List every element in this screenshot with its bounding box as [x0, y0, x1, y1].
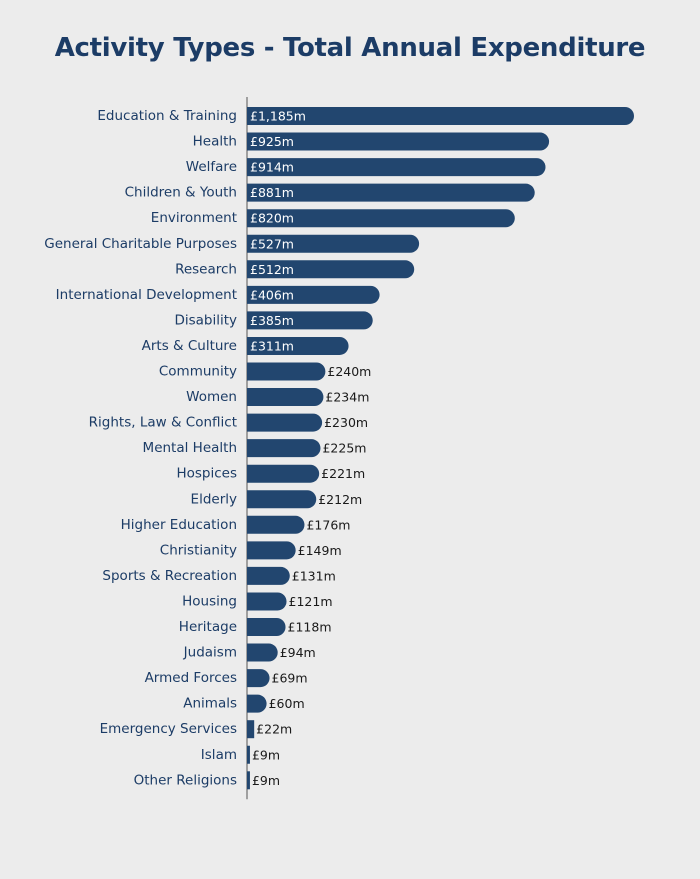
category-label: Armed Forces: [145, 670, 237, 686]
bar: [247, 694, 267, 713]
bar: [247, 260, 415, 279]
bar: [247, 336, 349, 355]
category-label: Health: [193, 134, 237, 150]
bar: [247, 745, 250, 764]
bar-value-label: £385m: [250, 313, 294, 328]
bar-value-label: £118m: [288, 620, 332, 635]
bar: [247, 643, 278, 662]
category-label: Children & Youth: [125, 185, 237, 201]
category-label: Mental Health: [143, 440, 237, 456]
category-label: Judaism: [183, 645, 237, 661]
category-label: Disability: [174, 312, 237, 328]
category-label: International Development: [56, 287, 237, 303]
category-label: Arts & Culture: [142, 338, 237, 354]
bar-value-label: £131m: [292, 568, 336, 583]
category-label: Sports & Recreation: [102, 568, 237, 584]
bar: [247, 720, 255, 739]
bar: [247, 490, 317, 509]
bar: [247, 388, 324, 407]
bar: [247, 618, 286, 636]
category-label: Rights, Law & Conflict: [89, 415, 237, 431]
category-label: Emergency Services: [100, 721, 237, 737]
category-label: Welfare: [186, 159, 237, 175]
bar-value-label: £512m: [250, 262, 294, 277]
bar-value-label: £914m: [250, 160, 294, 175]
bar: [247, 234, 420, 253]
bar: [247, 209, 515, 228]
bar-value-label: £1,185m: [250, 109, 306, 124]
bar-value-label: £221m: [321, 466, 365, 481]
bar: [247, 439, 321, 458]
bar-value-label: £22m: [256, 722, 292, 737]
bar-value-label: £94m: [280, 645, 316, 660]
bar: [247, 362, 326, 381]
bar: [247, 464, 320, 483]
bar: [247, 541, 296, 560]
category-label: Islam: [201, 747, 237, 763]
bar-value-label: £9m: [252, 773, 280, 788]
category-label: Community: [159, 364, 237, 380]
bar-value-label: £212m: [318, 492, 362, 507]
bar: [247, 311, 373, 330]
bar: [247, 669, 270, 688]
category-label: Animals: [183, 696, 237, 712]
bar-value-label: £60m: [269, 696, 305, 711]
bar: [247, 107, 634, 125]
category-label: Heritage: [179, 619, 237, 635]
bar: [247, 771, 250, 790]
bar-value-label: £176m: [306, 517, 350, 532]
bar: [247, 285, 380, 304]
bar-value-label: £69m: [272, 671, 308, 686]
bar-value-label: £311m: [250, 338, 294, 353]
category-label: Hospices: [176, 466, 237, 482]
bar-value-label: £149m: [298, 543, 342, 558]
chart-title: Activity Types - Total Annual Expenditur…: [54, 33, 646, 63]
bar: [247, 158, 546, 177]
category-label: Women: [186, 389, 237, 405]
category-label: Education & Training: [97, 108, 237, 124]
bar: [247, 592, 287, 611]
bar-value-label: £925m: [250, 134, 294, 149]
bar-value-label: £406m: [250, 287, 294, 302]
bar-value-label: £820m: [250, 211, 294, 226]
bar: [247, 515, 305, 534]
bar: [247, 413, 323, 432]
category-label: Christianity: [160, 542, 237, 558]
bar-value-label: £121m: [289, 594, 333, 609]
bar-value-label: £234m: [325, 390, 369, 405]
category-label: Research: [175, 261, 237, 277]
bar-value-label: £9m: [252, 747, 280, 762]
bar: [247, 183, 535, 202]
bar-value-label: £527m: [250, 236, 294, 251]
bar: [247, 566, 290, 585]
bar-value-label: £225m: [322, 441, 366, 456]
category-label: Housing: [182, 593, 237, 609]
category-label: Higher Education: [121, 517, 237, 533]
bar-value-label: £230m: [324, 415, 368, 430]
bar-value-label: £881m: [250, 185, 294, 200]
category-label: Other Religions: [134, 772, 237, 788]
bar: [247, 132, 550, 151]
category-label: General Charitable Purposes: [44, 236, 237, 252]
category-label: Environment: [151, 210, 237, 226]
bar-value-label: £240m: [327, 364, 371, 379]
category-label: Elderly: [191, 491, 237, 507]
